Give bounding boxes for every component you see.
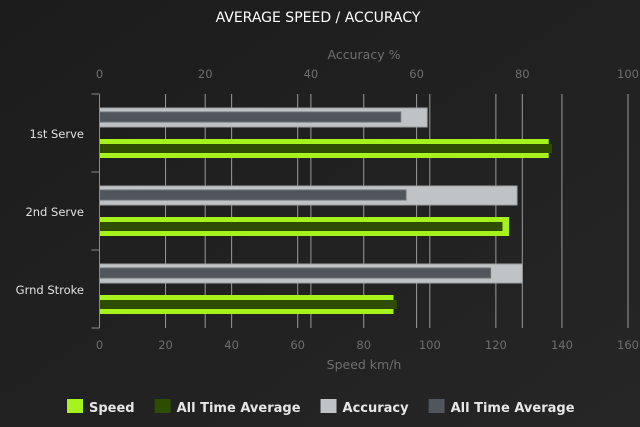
legend-swatch — [154, 399, 171, 413]
speed-average-bar — [99, 144, 553, 153]
legend-label: Accuracy — [343, 401, 410, 416]
speed-tick-label: 120 — [485, 338, 507, 352]
category-label: Grnd Stroke — [16, 283, 84, 297]
legend-label: Speed — [89, 401, 135, 416]
accuracy-average-bar — [99, 267, 492, 279]
speed-tick-label: 0 — [96, 338, 103, 352]
chart-title: AVERAGE SPEED / ACCURACY — [216, 10, 421, 26]
category-label: 1st Serve — [30, 127, 84, 141]
accuracy-tick-label: 0 — [96, 67, 103, 81]
accuracy-tick-label: 100 — [617, 67, 639, 81]
legend-label: All Time Average — [451, 401, 575, 416]
accuracy-average-bar — [99, 189, 407, 201]
accuracy-average-bar — [99, 111, 402, 123]
accuracy-tick-label: 40 — [304, 67, 319, 81]
speed-average-bar — [99, 300, 397, 309]
accuracy-tick-label: 60 — [409, 67, 424, 81]
speed-tick-label: 100 — [419, 338, 441, 352]
speed-tick-label: 40 — [224, 338, 239, 352]
speed-tick-label: 60 — [290, 338, 305, 352]
speed-average-bar — [99, 222, 503, 231]
legend-label: All Time Average — [177, 401, 301, 416]
legend-swatch — [320, 399, 337, 413]
accuracy-tick-label: 20 — [198, 67, 213, 81]
speed-tick-label: 160 — [617, 338, 639, 352]
speed-tick-label: 140 — [551, 338, 573, 352]
top-axis-label: Accuracy % — [328, 47, 401, 62]
category-label: 2nd Serve — [25, 205, 84, 219]
legend-swatch — [428, 399, 445, 413]
speed-tick-label: 20 — [158, 338, 173, 352]
legend-swatch — [67, 399, 83, 413]
speed-tick-label: 80 — [356, 338, 371, 352]
bottom-axis-label: Speed km/h — [327, 357, 402, 372]
accuracy-tick-label: 80 — [515, 67, 530, 81]
